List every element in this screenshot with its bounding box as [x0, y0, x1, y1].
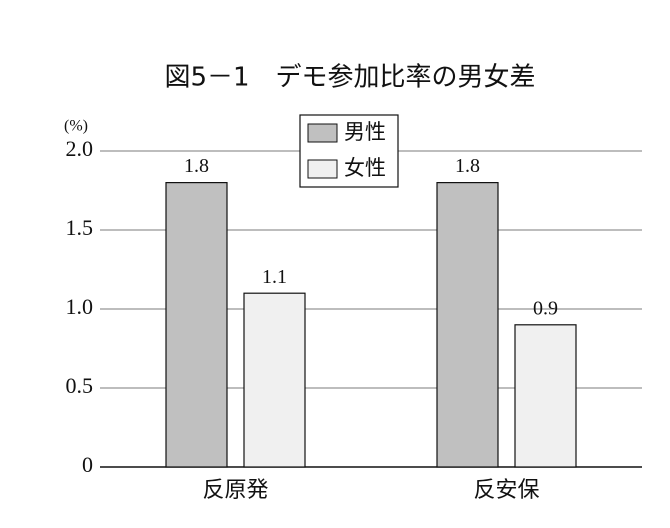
y-tick-label: 1.5	[66, 215, 94, 240]
data-label: 0.9	[533, 297, 558, 319]
legend-label: 女性	[344, 156, 386, 180]
y-tick-label: 2.0	[66, 136, 94, 161]
chart-title: 図5－1 デモ参加比率の男女差	[164, 63, 535, 93]
y-tick-label: 1.0	[66, 294, 94, 319]
y-tick-label: 0.5	[66, 373, 94, 398]
data-label: 1.1	[262, 266, 287, 288]
bar	[514, 324, 577, 468]
y-tick-label: 0	[82, 452, 93, 477]
y-unit: (%)	[64, 118, 88, 135]
bar	[436, 182, 499, 468]
legend-label: 男性	[344, 120, 386, 144]
bar	[243, 292, 306, 468]
x-tick-label: 反原発	[202, 478, 268, 503]
legend-swatch	[307, 159, 338, 179]
x-tick-label: 反安保	[473, 478, 539, 503]
data-label: 1.8	[184, 155, 209, 177]
legend-swatch	[307, 123, 338, 143]
bar	[165, 182, 228, 468]
data-label: 1.8	[455, 155, 480, 177]
